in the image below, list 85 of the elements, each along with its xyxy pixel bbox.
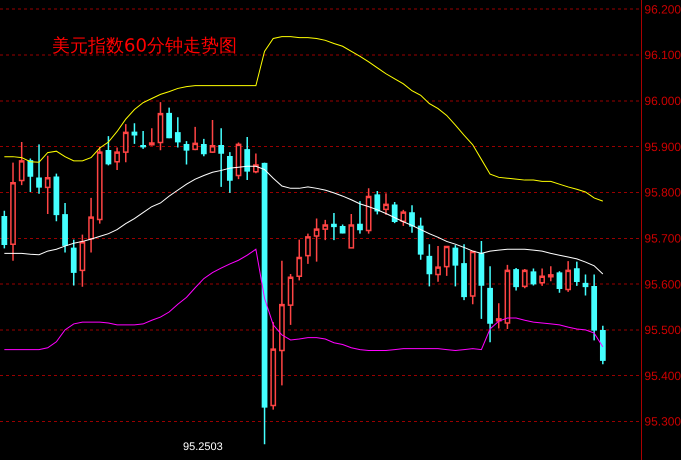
candlestick bbox=[192, 126, 198, 152]
y-tick-label: 95.900 bbox=[644, 140, 681, 154]
candlestick bbox=[539, 268, 545, 287]
candlestick bbox=[122, 123, 129, 163]
candlestick bbox=[210, 119, 216, 154]
line-series bbox=[4, 166, 604, 274]
y-tick-label: 96.100 bbox=[644, 48, 681, 62]
candlestick bbox=[184, 140, 190, 166]
candlestick bbox=[513, 267, 519, 292]
y-tick-label: 95.600 bbox=[644, 277, 681, 292]
candlestick bbox=[253, 152, 259, 174]
candlestick bbox=[140, 130, 146, 150]
candlestick bbox=[400, 209, 406, 227]
candlestick bbox=[574, 260, 580, 287]
candlestick bbox=[409, 204, 415, 234]
candlestick bbox=[226, 151, 233, 194]
annotation: 95.2503 bbox=[183, 441, 223, 453]
candlestick bbox=[374, 190, 380, 216]
candlestick bbox=[218, 128, 224, 188]
candlestick bbox=[340, 224, 346, 234]
candlestick bbox=[279, 260, 285, 386]
candlestick bbox=[236, 142, 242, 180]
candlestick bbox=[452, 244, 458, 288]
candlestick bbox=[296, 238, 302, 282]
candlestick bbox=[348, 213, 354, 250]
candlestick bbox=[582, 274, 588, 296]
candlestick bbox=[530, 268, 536, 286]
candlestick bbox=[80, 234, 86, 288]
candlestick bbox=[322, 219, 328, 241]
line-series bbox=[4, 36, 604, 202]
candlestick bbox=[556, 270, 562, 294]
y-tick-label: 95.800 bbox=[644, 186, 681, 200]
candlestick bbox=[478, 240, 484, 320]
candlestick bbox=[383, 192, 389, 216]
candlestick bbox=[166, 106, 172, 140]
candlestick bbox=[591, 274, 598, 342]
candlestick bbox=[444, 246, 450, 277]
candlestick bbox=[461, 243, 467, 301]
candlestick bbox=[487, 265, 493, 343]
candlestick bbox=[262, 162, 268, 446]
candlestick bbox=[366, 188, 372, 234]
candlestick bbox=[392, 201, 398, 224]
candlestick bbox=[357, 200, 363, 234]
candlestick bbox=[314, 218, 320, 262]
candlestick bbox=[331, 212, 337, 241]
candlestick bbox=[174, 116, 181, 148]
text: 美元指数60分钟走势图 bbox=[52, 35, 237, 56]
candlestick bbox=[158, 101, 164, 152]
candlestick bbox=[496, 302, 502, 330]
candlestick bbox=[96, 146, 103, 224]
candlestick bbox=[418, 216, 424, 261]
y-tick-label: 95.300 bbox=[644, 414, 681, 429]
candlestick bbox=[70, 238, 77, 286]
candlestick bbox=[10, 162, 16, 262]
candlestick bbox=[305, 232, 311, 265]
candlestick bbox=[522, 268, 528, 289]
candlestick bbox=[54, 172, 60, 222]
candlestick bbox=[565, 260, 572, 293]
candlestick bbox=[470, 250, 476, 305]
candlestick bbox=[435, 245, 441, 283]
candlestick bbox=[1, 210, 8, 250]
y-tick-label: 95.500 bbox=[644, 323, 681, 338]
candlestick bbox=[36, 144, 42, 195]
candlestick bbox=[426, 243, 432, 288]
candlestick bbox=[548, 265, 554, 282]
candlestick bbox=[148, 128, 155, 146]
y-tick-label: 95.400 bbox=[644, 368, 681, 383]
y-tick-label: 95.700 bbox=[644, 231, 681, 246]
candlestick bbox=[88, 197, 94, 254]
candlestick bbox=[288, 273, 294, 326]
candlestick bbox=[132, 122, 138, 145]
candlestick bbox=[504, 264, 510, 330]
candlestick bbox=[200, 138, 207, 157]
candlestick bbox=[18, 141, 25, 186]
line-series bbox=[4, 248, 604, 351]
candlestick bbox=[62, 202, 68, 254]
candlestick bbox=[114, 146, 120, 171]
y-tick-label: 96.200 bbox=[644, 2, 681, 16]
y-tick-label: 96.000 bbox=[644, 94, 681, 108]
candlestick bbox=[244, 136, 250, 181]
candlestick bbox=[27, 158, 34, 193]
candlestick bbox=[600, 325, 606, 365]
candlestick bbox=[44, 155, 51, 215]
candlestick bbox=[270, 321, 276, 410]
candlestick bbox=[106, 135, 112, 166]
